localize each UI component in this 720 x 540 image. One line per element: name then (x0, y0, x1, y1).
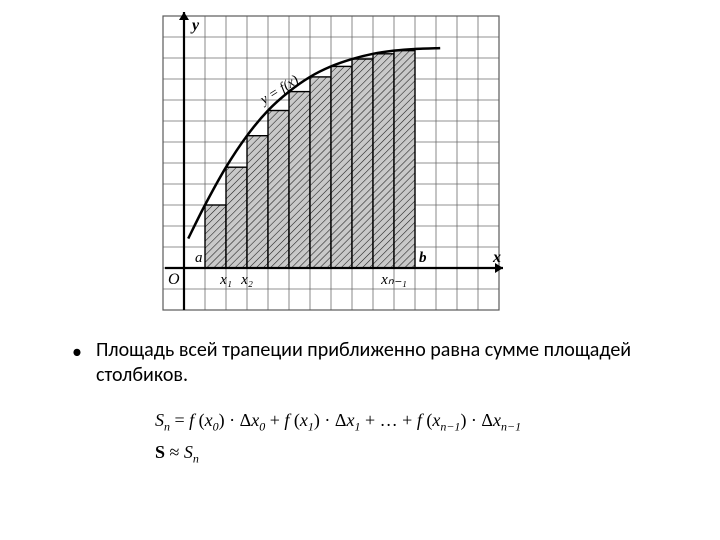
riemann-figure: y = f(x)yxOabx₁x₂xₙ₋₁ (155, 8, 510, 323)
svg-text:x: x (492, 249, 501, 266)
formula-line-1: Sn = f (x0) · Δx0 + f (x1) · Δx1 + … + f… (155, 405, 615, 437)
svg-text:O: O (168, 271, 180, 288)
formula-line-2: S ≈ Sn (155, 437, 615, 469)
svg-text:a: a (195, 250, 203, 266)
formula-block: Sn = f (x0) · Δx0 + f (x1) · Δx1 + … + f… (155, 405, 615, 469)
svg-text:b: b (419, 250, 427, 266)
bullet-text: Площадь всей трапеции приближенно равна … (96, 338, 672, 388)
svg-text:y: y (190, 17, 200, 34)
bullet-paragraph: • Площадь всей трапеции приближенно равн… (72, 338, 672, 388)
bullet-dot: • (72, 340, 82, 365)
slide-page: y = f(x)yxOabx₁x₂xₙ₋₁ • Площадь всей тра… (0, 0, 720, 540)
riemann-svg: y = f(x)yxOabx₁x₂xₙ₋₁ (155, 8, 510, 323)
svg-text:x₁: x₁ (219, 272, 232, 288)
svg-text:x₂: x₂ (240, 272, 253, 288)
svg-text:xₙ₋₁: xₙ₋₁ (380, 272, 407, 288)
